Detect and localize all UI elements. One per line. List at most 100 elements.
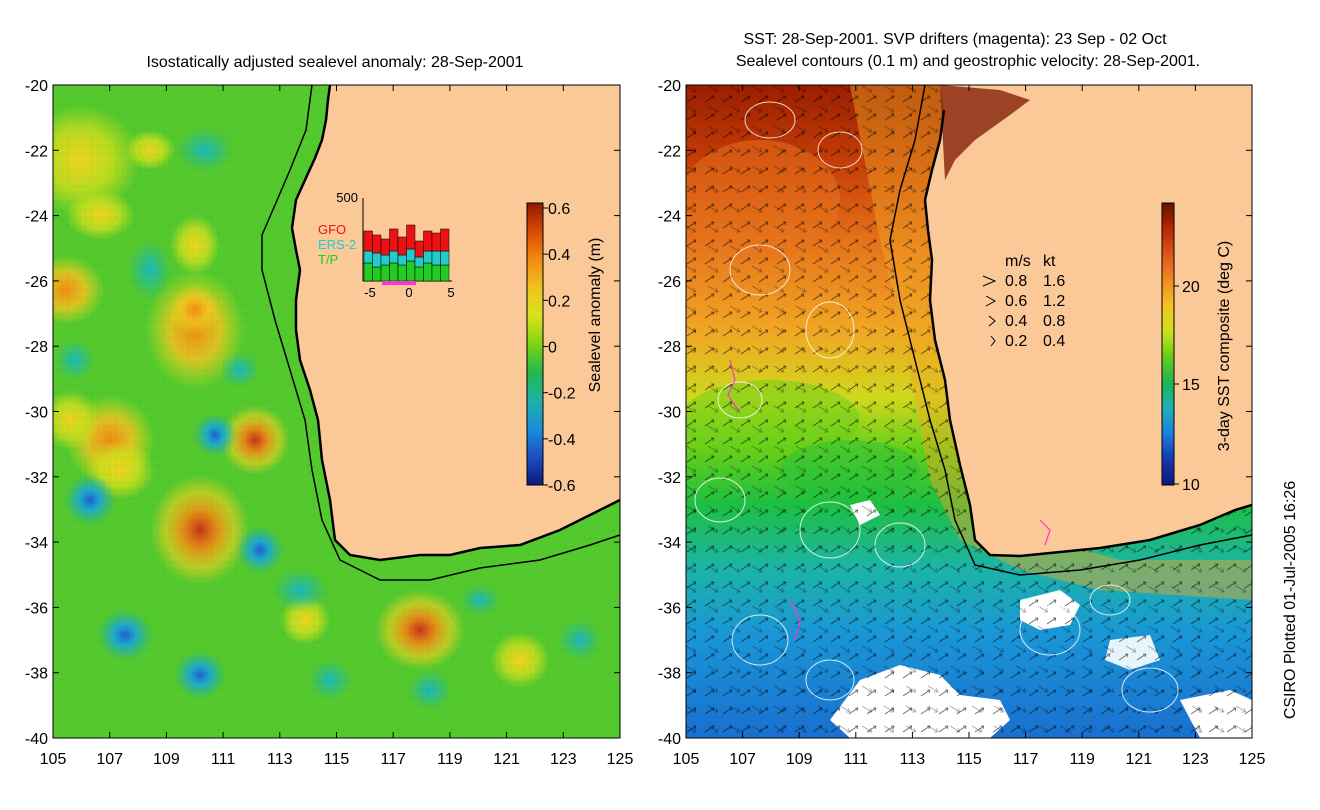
lon-tick-label: 117 <box>1013 751 1039 768</box>
inset-bar <box>380 238 390 256</box>
left-colorbar: 0.6 0.4 0.2 0 -0.2 -0.4 -0.6 Sealevel anomaly … <box>526 201 604 495</box>
lat-tick-label: -26 <box>25 274 48 291</box>
colorbar-tick-label: 0.4 <box>548 247 570 264</box>
inset-bar <box>414 256 424 268</box>
inset-bar <box>363 230 373 252</box>
lat-tick-label: -22 <box>25 143 48 160</box>
velocity-key-kt: 1.2 <box>1043 293 1065 310</box>
lon-tick-label: 121 <box>493 751 520 768</box>
coastline-left <box>290 85 620 562</box>
lon-tick-label: 115 <box>956 751 982 768</box>
velocity-key-header-kt: kt <box>1043 253 1056 270</box>
inset-bar <box>389 262 399 282</box>
shelf-contour-right <box>889 85 1252 576</box>
inset-bar <box>363 250 373 264</box>
inset-bar <box>397 264 407 282</box>
australia-landmass-right <box>925 85 1252 556</box>
left-lon-axis: 105 107 109 111 113 115 117 119 121 123 125 <box>40 85 633 768</box>
lat-tick-label: -38 <box>25 666 48 683</box>
inset-bar <box>431 232 441 252</box>
drifter-track <box>1039 519 1051 546</box>
lon-tick-label: 115 <box>324 751 350 768</box>
lon-tick-label: 105 <box>673 751 700 768</box>
inset-bar <box>372 252 382 268</box>
lat-tick-label: -34 <box>658 535 681 552</box>
inset-bar <box>406 248 416 262</box>
lat-tick-label: -20 <box>25 78 48 95</box>
lon-tick-label: 109 <box>786 751 813 768</box>
lon-tick-label: 123 <box>1182 751 1209 768</box>
inset-drifter-bar <box>382 281 416 285</box>
lon-tick-label: 121 <box>1125 751 1152 768</box>
lat-tick-label: -32 <box>25 470 48 487</box>
right-colorbar: 20 15 10 3-day SST composite (deg C) <box>1161 202 1233 494</box>
lon-tick-label: 107 <box>729 751 756 768</box>
inset-bar <box>406 224 416 250</box>
lat-tick-label: -22 <box>658 143 681 160</box>
lon-tick-label: 123 <box>550 751 577 768</box>
inset-bar <box>440 250 450 266</box>
lat-tick-label: -40 <box>658 731 681 748</box>
lat-tick-label: -28 <box>25 339 48 356</box>
sealevel-anomaly-field <box>53 85 620 738</box>
drifter-track <box>727 359 739 411</box>
altimeter-inset: 500 -5 0 5 GFO ERS-2 T/P <box>318 190 455 300</box>
lat-tick-label: -28 <box>658 339 681 356</box>
inset-bar <box>363 262 373 282</box>
lat-tick-label: -20 <box>658 78 681 95</box>
velocity-key-ms: 0.2 <box>1005 333 1027 350</box>
lon-tick-label: 111 <box>844 751 868 768</box>
lat-tick-label: -32 <box>658 470 681 487</box>
lat-tick-label: -30 <box>658 405 681 422</box>
inset-bar <box>414 240 424 258</box>
velocity-key-ms: 0.6 <box>1005 293 1027 310</box>
lon-tick-label: 113 <box>900 751 926 768</box>
colorbar-tick-label: 10 <box>1182 477 1200 494</box>
lat-tick-label: -34 <box>25 535 48 552</box>
colorbar-tick-label: -0.2 <box>548 386 576 403</box>
lat-tick-label: -30 <box>25 405 48 422</box>
lat-tick-label: -26 <box>658 274 681 291</box>
lat-tick-label: -24 <box>658 209 681 226</box>
lon-tick-label: 113 <box>267 751 293 768</box>
inset-xtick-label: 5 <box>447 285 454 300</box>
inset-xtick-label: 0 <box>405 285 412 300</box>
inset-bar <box>397 254 407 266</box>
shelf-contour-left <box>261 85 620 581</box>
lat-tick-label: -36 <box>25 600 48 617</box>
velocity-key-ms: 0.4 <box>1005 313 1027 330</box>
drifter-track <box>789 599 801 641</box>
colorbar-tick-label: 15 <box>1182 377 1200 394</box>
left-colorbar-ramp <box>526 202 544 486</box>
inset-bar <box>389 228 399 252</box>
right-colorbar-ramp <box>1161 202 1175 486</box>
velocity-key-kt: 0.4 <box>1043 333 1065 350</box>
velocity-key-kt: 0.8 <box>1043 313 1065 330</box>
inset-bar <box>380 254 390 266</box>
velocity-key-arrow <box>990 335 996 347</box>
inset-bar <box>423 262 433 282</box>
colorbar-tick-label: 0.2 <box>548 293 570 310</box>
inset-bar <box>423 230 433 252</box>
inset-bar <box>389 250 399 264</box>
lon-tick-label: 111 <box>211 751 235 768</box>
left-colorbar-label: Sealevel anomaly (m) <box>587 238 604 393</box>
lon-tick-label: 119 <box>437 751 463 768</box>
lon-tick-label: 105 <box>40 751 67 768</box>
inset-bar <box>397 236 407 256</box>
colorbar-tick-label: 0 <box>548 340 557 357</box>
colorbar-tick-label: 20 <box>1182 279 1200 296</box>
left-map-title: Isostatically adjusted sealevel anomaly:… <box>146 54 523 71</box>
velocity-key-arrow <box>982 275 997 287</box>
lat-tick-label: -24 <box>25 209 48 226</box>
left-lat-axis: -20 -22 -24 -26 -28 -30 -32 -34 -36 -38 -40 <box>25 78 620 748</box>
inset-ymax-label: 500 <box>336 190 358 205</box>
inset-xtick-label: -5 <box>364 285 376 300</box>
inset-bar <box>431 250 441 266</box>
velocity-key-arrow <box>988 315 996 327</box>
velocity-key-kt: 1.6 <box>1043 273 1065 290</box>
lon-tick-label: 109 <box>153 751 180 768</box>
inset-legend-ers2: ERS-2 <box>318 237 356 252</box>
right-map-panel: SST: 28-Sep-2001. SVP drifters (magenta)… <box>658 31 1266 768</box>
